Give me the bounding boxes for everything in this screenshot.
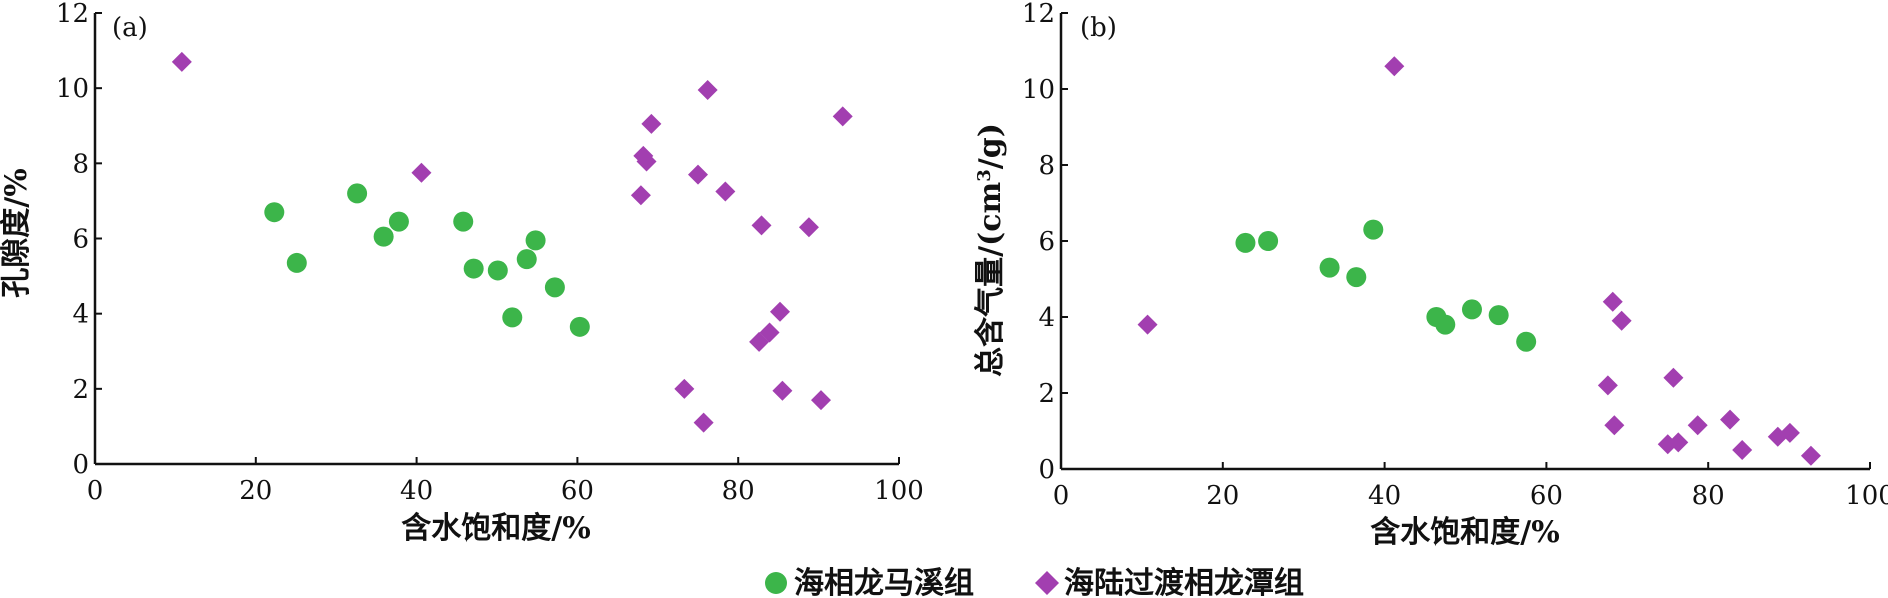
panel-b-x-tick-label: 100	[1845, 481, 1888, 511]
transitional-point	[1720, 409, 1741, 430]
marine-point	[1516, 331, 1537, 352]
marine-point	[502, 307, 523, 328]
panel-a: (a) 0 20 40 60 80 100 0 2 4 6 8 10 12 含水饱和度/% 孔隙度/%	[0, 0, 924, 546]
transitional-point	[1800, 445, 1821, 466]
legend-label-marine: 海相龙马溪组	[794, 566, 974, 598]
panel-b-y-tick-label: 4	[1038, 303, 1055, 333]
panel-a-axes: 0 20 40 60 80 100 0 2 4 6 8 10 12	[56, 0, 924, 506]
panel-b-y-tick-label: 0	[1038, 455, 1055, 485]
marine-point	[1235, 232, 1256, 253]
marine-point	[1461, 299, 1482, 320]
panel-b-x-tick-label: 20	[1206, 481, 1239, 511]
transitional-point	[1732, 440, 1753, 460]
panel-b-x-tick-label: 80	[1692, 481, 1725, 511]
marine-point	[1488, 305, 1509, 326]
panel-a-y-tick-label: 10	[56, 74, 89, 104]
marine-point	[286, 252, 307, 273]
marine-point	[1435, 314, 1456, 335]
transitional-point	[697, 80, 718, 101]
panel-a-y-axis-title: 孔隙度/%	[0, 168, 34, 297]
panel-a-x-tick-label: 40	[400, 476, 433, 506]
panel-a-x-tick-label: 100	[874, 476, 924, 506]
panel-a-x-tick-label: 80	[722, 476, 755, 506]
legend-label-transitional: 海陆过渡相龙潭组	[1064, 566, 1304, 598]
panel-a-x-axis-title: 含水饱和度/%	[401, 511, 590, 546]
panel-b-y-tick-label: 8	[1038, 151, 1055, 181]
transitional-point	[688, 164, 708, 185]
transitional-point	[811, 390, 832, 411]
marine-point	[1346, 267, 1367, 288]
panel-a-y-tick-label: 12	[56, 0, 89, 29]
panel-b-y-axis-title-sup: 3	[974, 169, 995, 182]
panel-a-y-tick-label: 0	[72, 450, 89, 480]
transitional-point	[1687, 415, 1708, 436]
marine-point	[264, 202, 285, 223]
panel-a-x-tick-label: 60	[561, 476, 594, 506]
transitional-point	[772, 380, 793, 401]
transitional-point	[1604, 415, 1625, 436]
transitional-point	[674, 378, 695, 399]
panel-b-y-axis-title-prefix: 总含气量/(cm	[973, 182, 1008, 377]
transitional-point	[759, 322, 780, 343]
transitional-point	[1137, 314, 1158, 335]
transitional-point	[1663, 367, 1684, 388]
transitional-point	[751, 215, 772, 236]
marine-point	[1363, 219, 1384, 240]
transitional-point	[1779, 422, 1800, 443]
panel-a-label: (a)	[112, 13, 148, 43]
panel-b-x-tick-label: 60	[1530, 481, 1563, 511]
panel-b-y-tick-label: 12	[1022, 0, 1055, 29]
marine-point	[1258, 231, 1279, 251]
panel-b-y-tick-label: 2	[1038, 379, 1055, 409]
panel-b-y-axis-title: 总含气量/(cm3/g)	[973, 123, 1008, 377]
panel-b-x-axis-title: 含水饱和度/%	[1370, 515, 1559, 550]
transitional-point	[411, 162, 432, 183]
marine-point	[373, 226, 394, 247]
transitional-point	[798, 217, 819, 238]
marine-point	[487, 260, 508, 281]
legend-marker-diamond	[1035, 571, 1059, 595]
panel-b-label: (b)	[1080, 13, 1117, 43]
panel-b: (b) 0 20 40 60 80 100 0 2 4 6 8 10 12 含水饱和度/% 总含气量/(…	[973, 0, 1888, 550]
marine-point	[388, 211, 409, 232]
marine-point	[516, 249, 537, 270]
transitional-point	[1384, 56, 1405, 77]
transitional-point	[641, 113, 662, 134]
panel-b-marks	[1137, 56, 1821, 466]
panel-a-y-tick-label: 2	[72, 375, 89, 405]
transitional-point	[1668, 432, 1689, 453]
marine-point	[453, 211, 474, 232]
panel-b-y-axis-title-suffix: /g)	[973, 123, 1008, 169]
panel-a-y-tick-label: 4	[72, 300, 89, 330]
panel-b-axes: 0 20 40 60 80 100 0 2 4 6 8 10 12	[1022, 0, 1888, 511]
panel-a-x-tick-label: 0	[87, 476, 104, 506]
panel-b-y-tick-label: 6	[1038, 227, 1055, 257]
panel-b-x-tick-label: 0	[1053, 481, 1070, 511]
transitional-point	[770, 301, 791, 322]
marine-point	[544, 277, 565, 298]
panel-a-y-tick-label: 8	[72, 149, 89, 179]
transitional-point	[636, 151, 657, 172]
legend-marker-circle	[765, 572, 787, 594]
panel-a-marks	[171, 51, 853, 433]
panel-a-x-tick-label: 20	[239, 476, 272, 506]
marine-point	[525, 230, 546, 251]
marine-point	[569, 316, 590, 337]
panel-a-y-tick-label: 6	[72, 225, 89, 255]
marine-point	[1319, 257, 1340, 278]
marine-point	[463, 258, 484, 279]
panel-b-y-tick-label: 10	[1022, 75, 1055, 105]
panel-b-x-tick-label: 40	[1368, 481, 1401, 511]
transitional-point	[832, 106, 853, 127]
transitional-point	[1611, 310, 1632, 331]
transitional-point	[715, 181, 736, 202]
marine-point	[347, 183, 368, 204]
transitional-point	[630, 185, 651, 206]
transitional-point	[1602, 291, 1623, 312]
legend: 海相龙马溪组 海陆过渡相龙潭组	[765, 566, 1304, 598]
transitional-point	[693, 412, 714, 433]
transitional-point	[1597, 375, 1618, 396]
transitional-point	[171, 51, 192, 72]
